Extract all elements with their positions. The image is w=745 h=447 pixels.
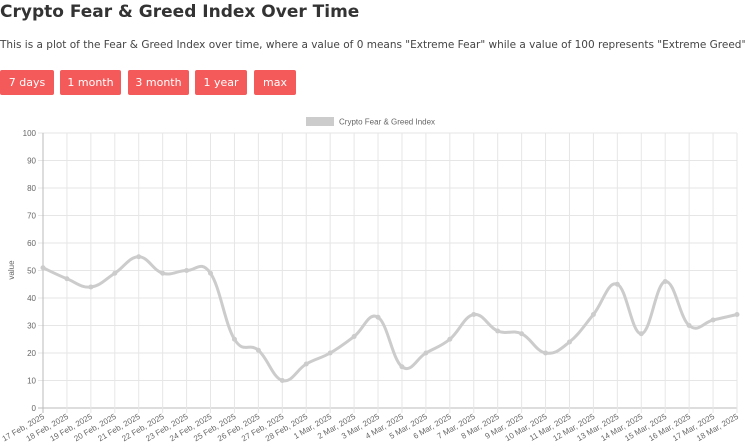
7-days-button[interactable]: 7 days	[0, 70, 54, 95]
data-point	[231, 336, 237, 342]
1-year-button[interactable]: 1 year	[195, 70, 247, 95]
data-point	[662, 279, 668, 284]
data-point	[279, 378, 285, 383]
data-point	[590, 312, 596, 317]
3-month-button[interactable]: 3 month	[128, 70, 189, 95]
data-point	[88, 284, 94, 290]
data-point	[184, 268, 190, 273]
data-point	[447, 336, 453, 342]
y-axis-label: value	[7, 260, 16, 280]
legend-label[interactable]: Crypto Fear & Greed Index	[339, 118, 435, 127]
data-point	[399, 364, 405, 370]
y-tick-label: 50	[27, 267, 36, 276]
y-tick-label: 0	[32, 404, 37, 413]
data-point	[208, 270, 214, 276]
data-point	[710, 317, 716, 323]
data-point	[543, 350, 549, 356]
y-tick-label: 90	[27, 157, 36, 166]
data-point	[136, 254, 142, 260]
1-month-button[interactable]: 1 month	[60, 70, 121, 95]
data-point	[638, 331, 644, 337]
data-point	[734, 312, 740, 317]
data-point	[375, 314, 381, 320]
y-tick-label: 40	[27, 294, 36, 303]
data-point	[423, 350, 429, 356]
data-point	[566, 339, 572, 345]
y-tick-label: 80	[27, 184, 36, 193]
page-title: Crypto Fear & Greed Index Over Time	[0, 2, 360, 22]
data-point	[471, 312, 477, 317]
y-tick-label: 20	[27, 349, 36, 358]
data-point	[614, 281, 620, 287]
data-point	[112, 270, 118, 276]
data-point	[495, 328, 501, 334]
data-point	[303, 361, 309, 367]
data-point	[64, 276, 70, 282]
data-point	[327, 350, 333, 356]
legend-swatch	[306, 117, 334, 126]
data-point	[351, 334, 357, 339]
y-tick-label: 10	[27, 377, 36, 386]
y-tick-label: 100	[23, 129, 37, 138]
data-point	[160, 270, 166, 276]
max-button[interactable]: max	[254, 70, 296, 95]
data-point	[40, 265, 46, 271]
page-description: This is a plot of the Fear & Greed Index…	[0, 39, 745, 51]
y-tick-label: 70	[27, 212, 36, 221]
y-tick-label: 60	[27, 239, 36, 248]
data-point	[686, 323, 692, 328]
data-point	[255, 347, 261, 353]
series-line	[42, 255, 738, 383]
y-tick-label: 30	[27, 322, 36, 331]
data-point	[519, 331, 525, 337]
